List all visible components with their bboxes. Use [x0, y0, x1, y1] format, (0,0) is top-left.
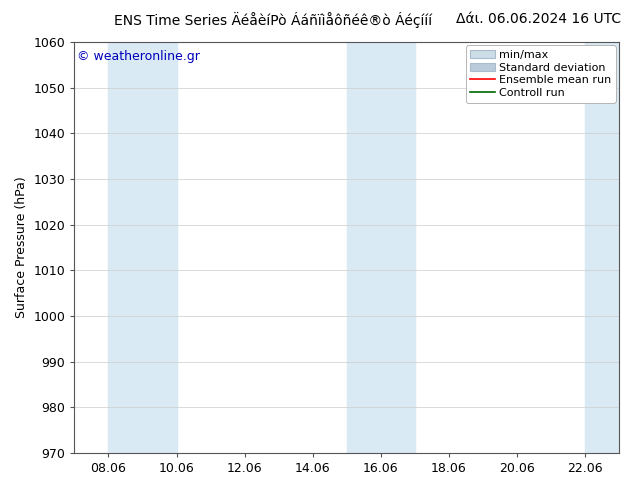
Bar [347, 42, 415, 453]
Y-axis label: Surface Pressure (hPa): Surface Pressure (hPa) [15, 176, 28, 318]
Bar [108, 42, 176, 453]
Text: Δάι. 06.06.2024 16 UTC: Δάι. 06.06.2024 16 UTC [456, 12, 621, 26]
Text: ENS Time Series ÄéåèíPò Ááñïìåôñéê®ò Áéçííí: ENS Time Series ÄéåèíPò Ááñïìåôñéê®ò Áéç… [113, 12, 432, 28]
Text: © weatheronline.gr: © weatheronline.gr [77, 50, 200, 63]
Bar [585, 42, 619, 453]
Legend: min/max, Standard deviation, Ensemble mean run, Controll run: min/max, Standard deviation, Ensemble me… [465, 46, 616, 102]
